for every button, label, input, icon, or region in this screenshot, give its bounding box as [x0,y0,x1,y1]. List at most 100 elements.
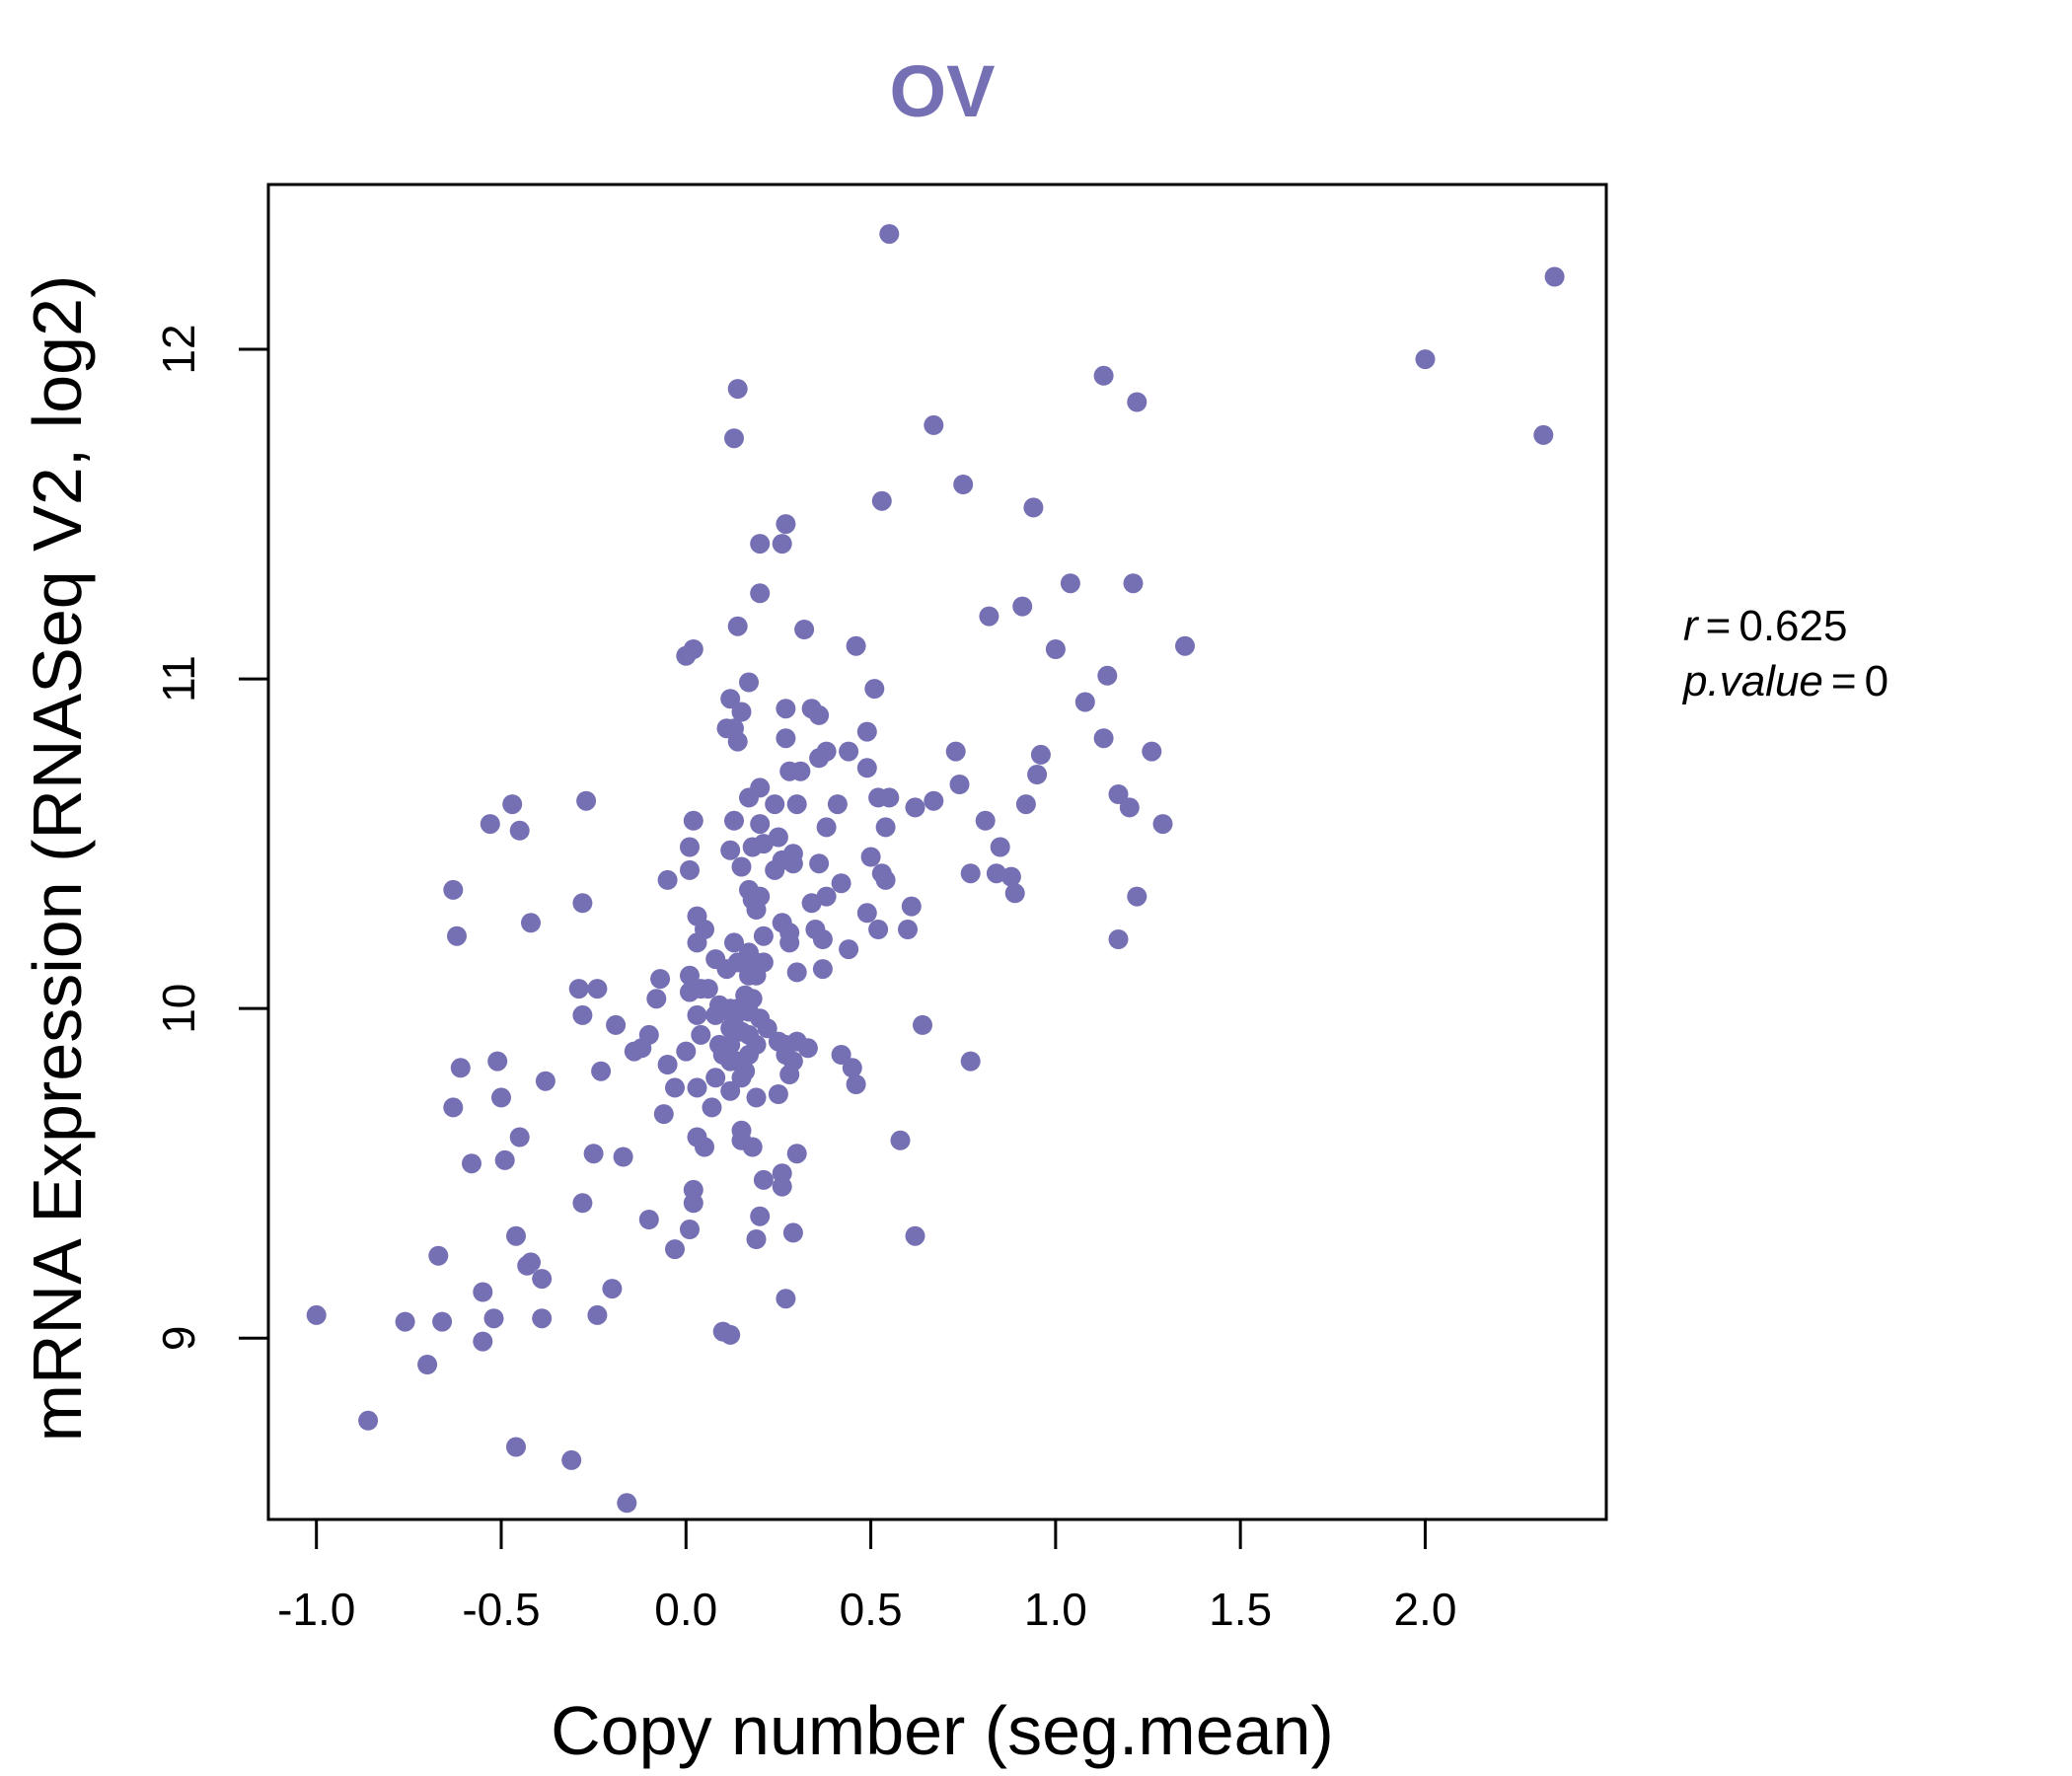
data-point [724,932,744,953]
data-point [506,1437,526,1457]
data-point [816,886,837,907]
y-tick-label: 10 [153,984,204,1034]
data-point [1045,639,1066,659]
plot-frame [266,183,1608,1521]
data-point [653,1104,674,1125]
data-point [875,869,896,890]
data-point [358,1410,379,1431]
data-point [945,741,966,762]
data-point [602,1279,623,1299]
p-value: 0 [1865,657,1888,705]
data-point [1108,784,1129,804]
data-point [1175,635,1195,656]
data-point [665,1239,685,1260]
data-point [765,794,785,815]
data-point [750,1206,771,1226]
data-point [591,1061,612,1081]
data-point [776,514,796,535]
data-point [1533,424,1554,445]
data-point [676,1041,697,1062]
data-point [473,1282,493,1302]
r-label: r [1683,602,1700,650]
data-point [491,1087,511,1108]
data-point [624,1041,644,1062]
data-point [613,1147,633,1167]
data-point [786,962,807,983]
data-point [606,1014,627,1035]
chart-title: OV [890,50,996,132]
data-point [521,913,541,933]
data-point [1127,392,1147,412]
data-point [1097,665,1118,686]
data-point [856,903,877,924]
data-point [812,959,833,980]
data-point [975,810,996,831]
correlation-stats: r = 0.625 p.value = 0 [1681,602,1888,705]
data-point [839,741,859,762]
data-point [724,810,744,831]
data-point [517,1255,538,1276]
data-point [494,1149,515,1170]
data-point [1108,929,1129,949]
points-layer [306,224,1565,1514]
data-point [750,534,771,555]
data-point [1015,794,1036,815]
data-point [646,989,667,1009]
data-point [905,1225,925,1246]
data-point [746,900,767,920]
data-point [572,893,593,914]
data-point [705,1068,726,1088]
data-point [913,1014,932,1035]
data-point [657,869,678,890]
data-point [1123,573,1144,594]
data-point [772,534,792,555]
data-point [839,939,859,960]
data-point [487,1051,508,1072]
data-point [680,859,700,880]
data-point [757,1018,777,1039]
data-point [691,1024,711,1045]
data-point [1000,866,1021,887]
data-point [506,1225,526,1246]
data-point [665,1077,685,1098]
data-point [568,979,589,999]
data-point [480,814,500,835]
data-point [680,965,700,986]
data-point [680,837,700,857]
p-value-statistic: p.value = 0 [1681,657,1888,705]
data-point [687,1004,707,1025]
data-point [727,616,748,636]
data-point [779,932,800,953]
data-point [960,1051,981,1072]
data-point [1023,497,1044,518]
data-point [428,1245,449,1266]
data-point [809,853,830,874]
data-point [587,979,608,999]
data-point [1030,744,1051,765]
data-point [572,1004,593,1025]
data-point [535,1071,555,1091]
y-axis: 9 10 11 12 [153,324,268,1351]
data-point [483,1308,504,1329]
data-point [720,1080,741,1101]
data-point [731,1068,752,1088]
data-point [868,920,889,939]
data-point [860,847,881,867]
data-point [856,758,877,778]
data-point [583,1144,604,1164]
data-point [776,1289,796,1309]
data-point [1152,814,1173,835]
data-point [683,1193,703,1214]
data-point [765,859,785,880]
data-point [750,814,771,835]
data-point [842,1058,862,1078]
data-point [856,721,877,742]
data-point [447,925,467,946]
data-point [1093,365,1114,386]
data-point [768,827,788,848]
r-statistic: r = 0.625 [1683,602,1847,650]
data-point [776,728,796,749]
data-point [1004,883,1025,904]
data-point [1012,596,1033,617]
